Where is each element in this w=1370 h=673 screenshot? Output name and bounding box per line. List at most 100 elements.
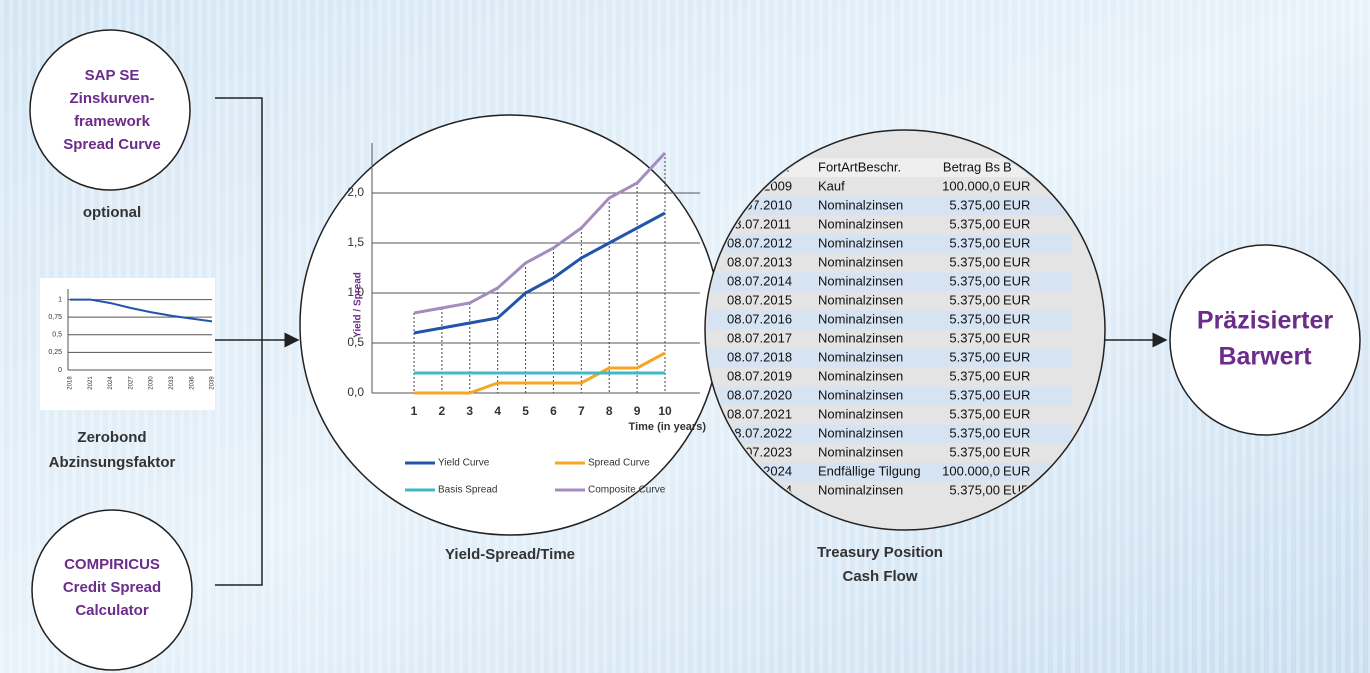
- node-note: optional: [83, 204, 141, 221]
- table-cell: 5.375,00: [949, 387, 1000, 402]
- y-tick-label: 1: [58, 296, 62, 303]
- table-cell: EUR: [1003, 254, 1030, 269]
- diagram: BestValutaFortArtBeschr.Betrag BsB08.07.…: [0, 0, 1370, 673]
- y-tick-label: 0,0: [347, 385, 364, 399]
- table-cell: EUR: [1003, 330, 1030, 345]
- table-cell: 08.07.2014: [727, 273, 792, 288]
- x-tick-label: 2036: [189, 376, 195, 390]
- table-cell: 08.07.2018: [727, 349, 792, 364]
- x-tick-label: 9: [634, 404, 641, 418]
- node-label: Treasury Position: [817, 544, 943, 561]
- table-cell: EUR: [1003, 273, 1030, 288]
- table-cell: 08.07.2015: [727, 292, 792, 307]
- legend-label: Spread Curve: [588, 458, 650, 469]
- y-tick-label: 2,0: [347, 185, 364, 199]
- x-tick-label: 2039: [210, 376, 216, 390]
- table-cell: 5.375,00: [949, 216, 1000, 231]
- table-cell: 08.07.2013: [727, 254, 792, 269]
- table-cell: Nominalzinsen: [818, 368, 903, 383]
- table-cell: Nominalzinsen: [818, 273, 903, 288]
- table-cell: 5.375,00: [949, 292, 1000, 307]
- node-label: Zerobond: [77, 429, 146, 446]
- table-cell: Nominalzinsen: [818, 349, 903, 364]
- node-label: COMPIRICUS: [64, 556, 160, 573]
- table-cell: 5.375,00: [949, 197, 1000, 212]
- table-cell: 08.07.2012: [727, 235, 792, 250]
- table-cell: Nominalzinsen: [818, 444, 903, 459]
- node-label: Cash Flow: [842, 568, 917, 585]
- node-label: Credit Spread: [63, 579, 161, 596]
- x-tick-label: 5: [522, 404, 529, 418]
- node-circle: [30, 30, 190, 190]
- node-label: Calculator: [75, 602, 149, 619]
- y-tick-label: 0,25: [48, 349, 62, 356]
- table-cell: 100.000,0: [942, 463, 1000, 478]
- table-header: FortArtBeschr.: [818, 159, 901, 174]
- table-cell: 5.375,00: [949, 406, 1000, 421]
- table-cell: 5.375,00: [949, 235, 1000, 250]
- x-tick-label: 2024: [108, 376, 114, 390]
- table-cell: 5.375,00: [949, 330, 1000, 345]
- x-tick-label: 10: [658, 404, 672, 418]
- table-cell: Nominalzinsen: [818, 197, 903, 212]
- legend-label: Yield Curve: [438, 458, 490, 469]
- table-cell: 5.375,00: [949, 311, 1000, 326]
- node-label: Spread Curve: [63, 136, 161, 153]
- table-cell: Nominalzinsen: [818, 216, 903, 231]
- table-cell: Nominalzinsen: [818, 330, 903, 345]
- table-cell: EUR: [1003, 444, 1030, 459]
- x-tick-label: 4: [494, 404, 501, 418]
- legend-label: Basis Spread: [438, 485, 497, 496]
- table-cell: Kauf: [818, 178, 845, 193]
- table-cell: EUR: [1003, 216, 1030, 231]
- x-tick-label: 2021: [88, 376, 94, 390]
- table-cell: 5.375,00: [949, 368, 1000, 383]
- table-cell: EUR: [1003, 425, 1030, 440]
- table-cell: 08.07.2017: [727, 330, 792, 345]
- x-axis-label: Time (in years): [629, 421, 707, 433]
- table-cell: EUR: [1003, 463, 1030, 478]
- y-tick-label: 0,75: [48, 314, 62, 321]
- table-cell: EUR: [1003, 235, 1030, 250]
- x-tick-label: 2: [439, 404, 446, 418]
- table-cell: EUR: [1003, 292, 1030, 307]
- x-tick-label: 6: [550, 404, 557, 418]
- x-tick-label: 8: [606, 404, 613, 418]
- table-cell: Nominalzinsen: [818, 482, 903, 497]
- table-cell: EUR: [1003, 368, 1030, 383]
- table-cell: EUR: [1003, 349, 1030, 364]
- x-tick-label: 3: [466, 404, 473, 418]
- table-cell: 5.375,00: [949, 349, 1000, 364]
- table-cell: 5.375,00: [949, 444, 1000, 459]
- table-cell: EUR: [1003, 387, 1030, 402]
- node-label: SAP SE: [85, 67, 140, 84]
- y-axis-label: Yield / Spread: [353, 272, 364, 338]
- node-label: Präzisierter: [1197, 307, 1333, 335]
- node-label: Zinskurven-: [69, 90, 154, 107]
- x-tick-label: 2030: [149, 376, 155, 390]
- table-cell: Nominalzinsen: [818, 425, 903, 440]
- y-tick-label: 0,5: [52, 332, 62, 339]
- table-cell: Endfällige Tilgung: [818, 463, 921, 478]
- table-cell: Nominalzinsen: [818, 311, 903, 326]
- page: BestValutaFortArtBeschr.Betrag BsB08.07.…: [0, 0, 1370, 673]
- legend-label: Composite Curve: [588, 485, 666, 496]
- table-cell: 08.07.2019: [727, 368, 792, 383]
- x-tick-label: 2027: [128, 376, 134, 390]
- table-cell: EUR: [1003, 311, 1030, 326]
- table-cell: 08.07.2021: [727, 406, 792, 421]
- table-cell: Nominalzinsen: [818, 387, 903, 402]
- node-label: framework: [74, 113, 151, 130]
- table-cell: 5.375,00: [949, 254, 1000, 269]
- x-tick-label: 2018: [68, 376, 74, 390]
- table-header: Betrag Bs: [943, 159, 1001, 174]
- node-label: Abzinsungsfaktor: [49, 454, 176, 471]
- x-tick-label: 7: [578, 404, 585, 418]
- table-cell: 08.07.2020: [727, 387, 792, 402]
- table-cell: 08.07.2016: [727, 311, 792, 326]
- table-cell: 5.375,00: [949, 273, 1000, 288]
- table-cell: EUR: [1003, 406, 1030, 421]
- table-cell: EUR: [1003, 197, 1030, 212]
- table-cell: 100.000,0: [942, 178, 1000, 193]
- node-circle: [1170, 245, 1360, 435]
